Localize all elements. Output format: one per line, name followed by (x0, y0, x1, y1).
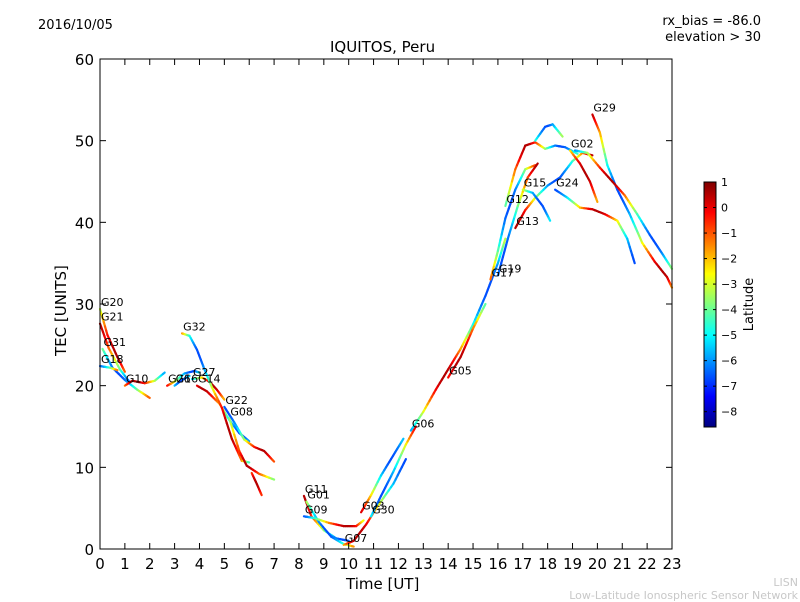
series-label-g12: G12 (506, 193, 529, 206)
series-label-g15: G15 (524, 177, 547, 190)
series-label-g09: G09 (305, 503, 328, 516)
x-tick-label: 20 (588, 555, 607, 573)
series-label-g30: G30 (372, 503, 395, 516)
colorbar-tick-label: −8 (721, 406, 737, 419)
colorbar-tick-label: −4 (721, 304, 737, 317)
series-g18 (100, 366, 117, 370)
y-tick-label: 20 (75, 378, 94, 396)
series-segment (561, 135, 563, 137)
x-tick-label: 16 (488, 555, 507, 573)
series-label-g13: G13 (516, 215, 539, 228)
watermark-line-2: Low-Latitude Ionospheric Sensor Network (569, 589, 798, 602)
x-tick-label: 23 (662, 555, 681, 573)
colorbar-tick-label: −5 (721, 329, 737, 342)
series-segment (404, 459, 406, 463)
colorbar: 1 0 −1 −2 −3 −4 −5 −6 −7 −8 Latitude (704, 176, 757, 427)
series-label-g24: G24 (556, 177, 579, 190)
series-label-g21: G21 (101, 311, 124, 324)
y-axis-label: TEC [UNITS] (52, 265, 70, 356)
series-segment (536, 164, 538, 166)
series-label-g31: G31 (103, 336, 126, 349)
series-segment (124, 369, 125, 371)
series-label-g10: G10 (126, 373, 149, 386)
series-segment (596, 199, 597, 202)
series-segment (504, 239, 505, 243)
series-label-g19: G19 (499, 262, 522, 275)
x-tick-label: 18 (538, 555, 557, 573)
colorbar-tick-label: −1 (721, 227, 737, 240)
series-label-g02: G02 (571, 137, 594, 150)
x-tick-label: 17 (513, 555, 532, 573)
watermark: LISN Low-Latitude Ionospheric Sensor Net… (569, 576, 798, 602)
series-segment (401, 439, 403, 442)
x-tick-label: 3 (170, 555, 180, 573)
series-segment (549, 218, 550, 220)
y-tick-label: 60 (75, 51, 94, 69)
x-tick-label: 14 (439, 555, 458, 573)
x-tick-label: 1 (120, 555, 130, 573)
x-tick-label: 8 (294, 555, 304, 573)
series-unlabeled-30 (252, 473, 262, 495)
x-tick-label: 0 (95, 555, 105, 573)
series-g29 (592, 115, 672, 288)
colorbar-tick-label: −6 (721, 355, 737, 368)
x-tick-label: 13 (414, 555, 433, 573)
series-segment (148, 397, 150, 398)
series-label-g29: G29 (593, 102, 616, 115)
colorbar-gradient (704, 182, 716, 427)
x-tick-label: 10 (339, 555, 358, 573)
x-tick-label: 22 (638, 555, 657, 573)
plot-frame (100, 59, 672, 549)
x-tick-label: 12 (389, 555, 408, 573)
series-label-g20: G20 (101, 296, 124, 309)
series-label-g18: G18 (101, 353, 124, 366)
series-label-g07: G07 (345, 532, 368, 545)
x-tick-label: 5 (220, 555, 230, 573)
series-label-g01: G01 (307, 489, 330, 502)
x-tick-label: 15 (463, 555, 482, 573)
series-segment (483, 304, 485, 308)
x-tick-label: 21 (613, 555, 632, 573)
series-segment (362, 520, 363, 521)
x-tick-label: 7 (269, 555, 279, 573)
series-segment (163, 373, 165, 374)
colorbar-tick-label: −3 (721, 278, 737, 291)
x-tick-label: 9 (319, 555, 329, 573)
series-segment (272, 479, 274, 480)
colorbar-tick-label: −7 (721, 380, 737, 393)
series-segment (272, 460, 274, 462)
colorbar-label: Latitude (742, 278, 757, 332)
series-label-g08: G08 (230, 405, 253, 418)
series-segment (223, 398, 224, 400)
series-label-g32: G32 (183, 320, 206, 333)
colorbar-tick-label: 0 (721, 202, 728, 215)
series-label-g05: G05 (449, 365, 472, 378)
y-tick-label: 0 (84, 541, 94, 559)
colorbar-tick-label: 1 (721, 176, 728, 189)
x-tick-label: 2 (145, 555, 155, 573)
series-segment (261, 493, 262, 495)
y-tick-label: 40 (75, 214, 94, 232)
y-tick-label: 10 (75, 459, 94, 477)
y-tick-label: 30 (75, 296, 94, 314)
series-g09 (304, 516, 364, 526)
x-tick-label: 6 (244, 555, 254, 573)
series-segment (575, 153, 577, 154)
x-axis-label: Time [UT] (346, 575, 419, 593)
series-segment (633, 259, 634, 263)
x-tick-label: 11 (364, 555, 383, 573)
series-label-g14: G14 (198, 373, 221, 386)
y-tick-label: 50 (75, 133, 94, 151)
x-tick-label: 19 (563, 555, 582, 573)
x-tick-label: 4 (195, 555, 205, 573)
colorbar-tick-label: −2 (721, 253, 737, 266)
watermark-line-1: LISN (569, 576, 798, 589)
series-label-g06: G06 (412, 418, 435, 431)
series-unlabeled-28 (535, 124, 562, 140)
